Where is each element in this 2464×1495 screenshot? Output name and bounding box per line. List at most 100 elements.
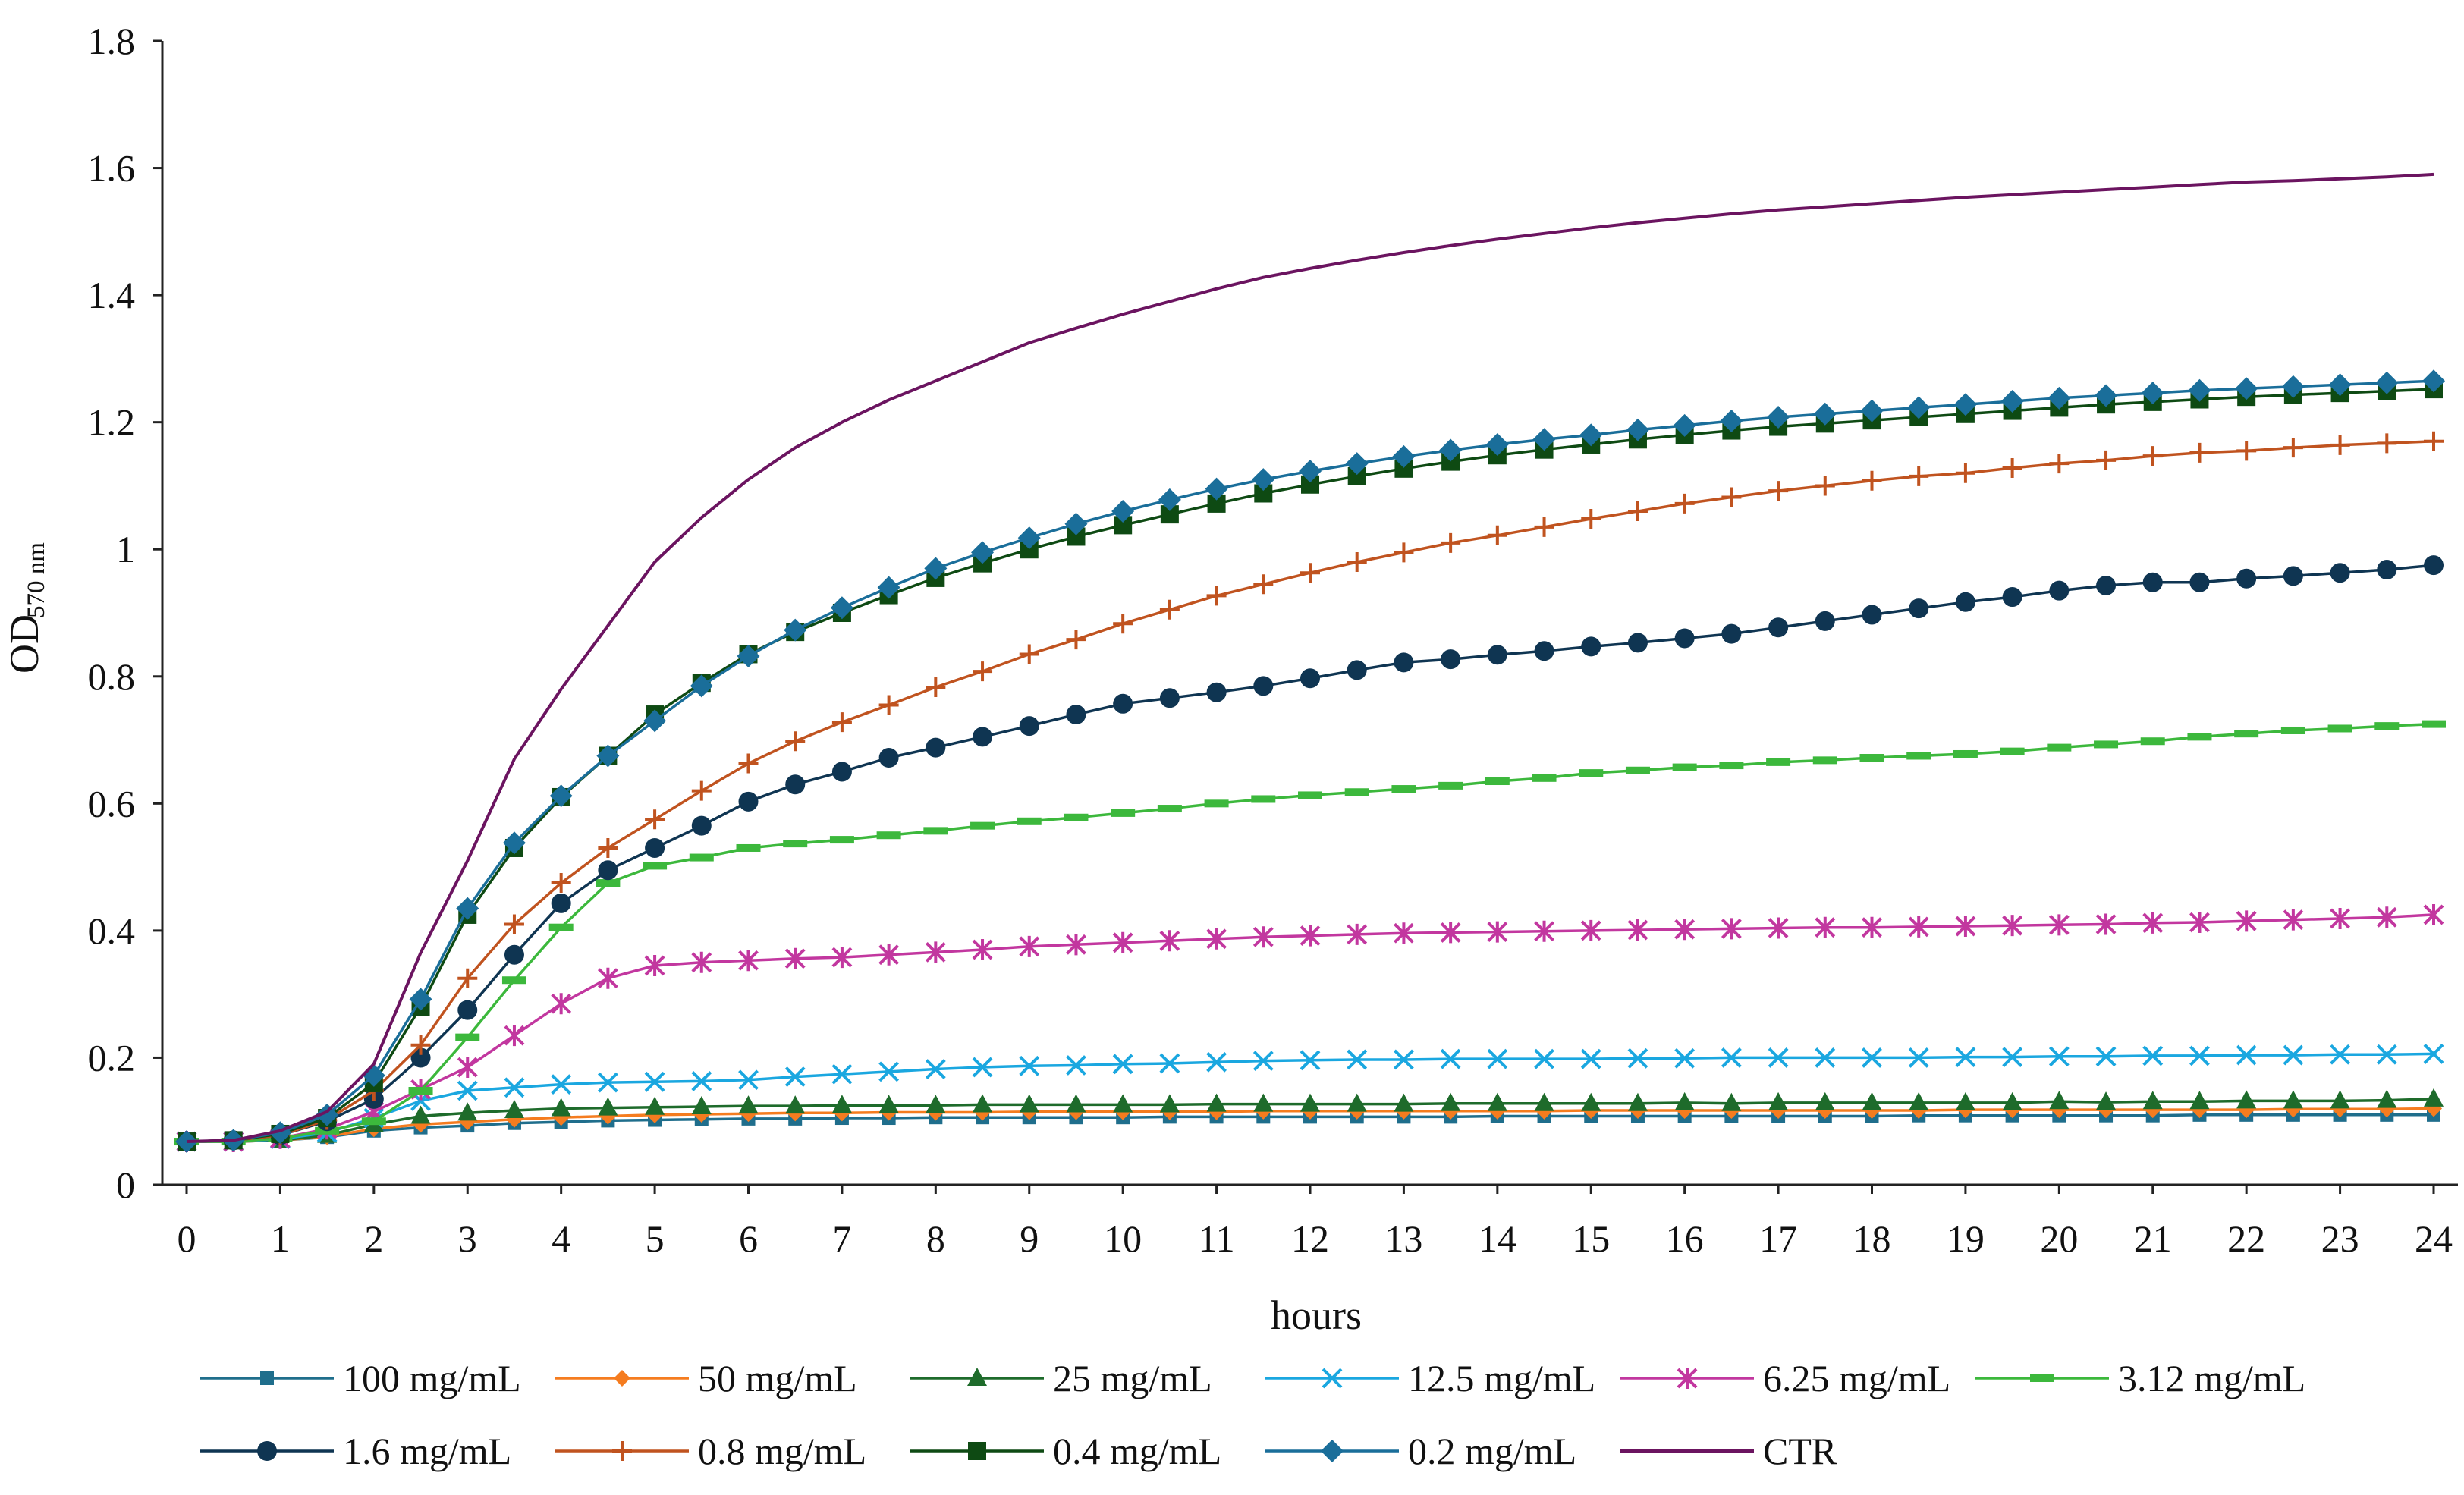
data-point xyxy=(1860,399,1884,422)
data-point xyxy=(924,557,948,580)
data-point xyxy=(2142,1045,2164,1066)
x-tick-label: 16 xyxy=(1666,1217,1704,1260)
data-point xyxy=(2281,375,2305,398)
data-point xyxy=(1767,405,1790,429)
data-point xyxy=(1720,409,1743,432)
data-point xyxy=(1721,487,1742,507)
data-point xyxy=(1159,688,1180,708)
x-tick-label: 7 xyxy=(832,1217,851,1260)
data-point xyxy=(1113,1094,1133,1113)
data-point xyxy=(410,1035,431,1055)
x-axis-title: hours xyxy=(1271,1292,1362,1338)
data-point xyxy=(504,1025,525,1047)
data-point xyxy=(926,737,946,758)
data-point xyxy=(551,993,572,1015)
data-point xyxy=(1300,925,1321,947)
data-point xyxy=(926,1095,946,1113)
legend-swatch-marker xyxy=(968,1442,986,1460)
data-point xyxy=(2142,446,2163,466)
data-point xyxy=(2234,730,2259,738)
data-point xyxy=(1909,598,1929,619)
data-point xyxy=(597,967,618,989)
legend-label: 0.8 mg/mL xyxy=(698,1430,866,1472)
data-point xyxy=(876,831,901,840)
data-point xyxy=(1205,477,1228,501)
data-point xyxy=(1300,563,1320,583)
data-point xyxy=(972,1057,993,1078)
data-point xyxy=(1815,476,1835,496)
data-point xyxy=(2189,1045,2210,1066)
legend-item: 3.12 mg/mL xyxy=(1975,1357,2305,1399)
data-point xyxy=(1862,916,1882,938)
y-tick-label: 0.8 xyxy=(88,655,136,698)
data-point xyxy=(2142,572,2163,592)
data-point xyxy=(1487,1092,1507,1111)
data-point xyxy=(1252,468,1275,492)
data-point xyxy=(1815,916,1836,938)
legend-label: 6.25 mg/mL xyxy=(1763,1357,1950,1399)
data-point xyxy=(2189,1091,2210,1110)
data-point xyxy=(2424,431,2444,451)
data-point xyxy=(504,914,524,934)
data-point xyxy=(1908,916,1929,938)
data-point xyxy=(502,831,526,855)
data-point xyxy=(2140,737,2165,746)
series-layer xyxy=(174,172,2446,1154)
data-point xyxy=(1674,1091,1695,1110)
data-point xyxy=(1299,460,1322,483)
data-point xyxy=(1253,676,1274,696)
data-point xyxy=(1019,716,1039,737)
data-point xyxy=(2376,1044,2397,1065)
data-point xyxy=(923,827,948,835)
data-point xyxy=(2236,1044,2257,1066)
data-point xyxy=(2236,568,2257,589)
data-point xyxy=(1159,599,1180,620)
x-tick-label: 22 xyxy=(2227,1217,2265,1260)
data-point xyxy=(1674,1047,1696,1069)
data-point xyxy=(457,1000,478,1020)
data-point xyxy=(643,709,667,733)
data-point xyxy=(2094,740,2119,749)
x-tick-label: 17 xyxy=(1759,1217,1797,1260)
data-point xyxy=(2377,433,2397,454)
x-tick-label: 11 xyxy=(1199,1217,1235,1260)
data-point xyxy=(598,860,618,881)
data-point xyxy=(973,1094,993,1113)
data-point xyxy=(1534,641,1554,661)
x-tick-label: 8 xyxy=(926,1217,945,1260)
data-point xyxy=(1768,1091,1789,1110)
data-point xyxy=(784,947,806,969)
data-point xyxy=(1953,749,1978,758)
data-point xyxy=(1111,499,1135,523)
data-point xyxy=(1158,488,1181,511)
data-point xyxy=(644,954,665,976)
data-point xyxy=(1019,644,1039,664)
data-point xyxy=(2280,726,2305,734)
data-point xyxy=(1066,705,1086,725)
data-point xyxy=(1019,1055,1040,1076)
x-tick-label: 10 xyxy=(1104,1217,1142,1260)
data-point xyxy=(1487,921,1508,943)
data-point xyxy=(1204,799,1229,808)
data-point xyxy=(926,677,946,698)
data-point xyxy=(1955,592,1975,612)
data-point xyxy=(2189,572,2210,592)
data-point xyxy=(1812,756,1837,765)
data-point xyxy=(1113,614,1133,634)
data-point xyxy=(1673,413,1696,437)
data-point xyxy=(1862,470,1882,491)
legend-item: 12.5 mg/mL xyxy=(1265,1357,1595,1399)
x-tick-label: 9 xyxy=(1020,1217,1039,1260)
data-point xyxy=(1627,1047,1648,1069)
data-point xyxy=(1347,1049,1368,1070)
data-point xyxy=(831,1095,852,1113)
data-point xyxy=(2142,912,2164,934)
data-point xyxy=(689,853,714,862)
series-ctr xyxy=(186,172,2434,1143)
data-point xyxy=(1159,1094,1180,1113)
data-point xyxy=(2048,914,2070,936)
data-point xyxy=(785,1095,806,1114)
data-point xyxy=(1813,402,1837,426)
data-point xyxy=(2330,1090,2350,1109)
